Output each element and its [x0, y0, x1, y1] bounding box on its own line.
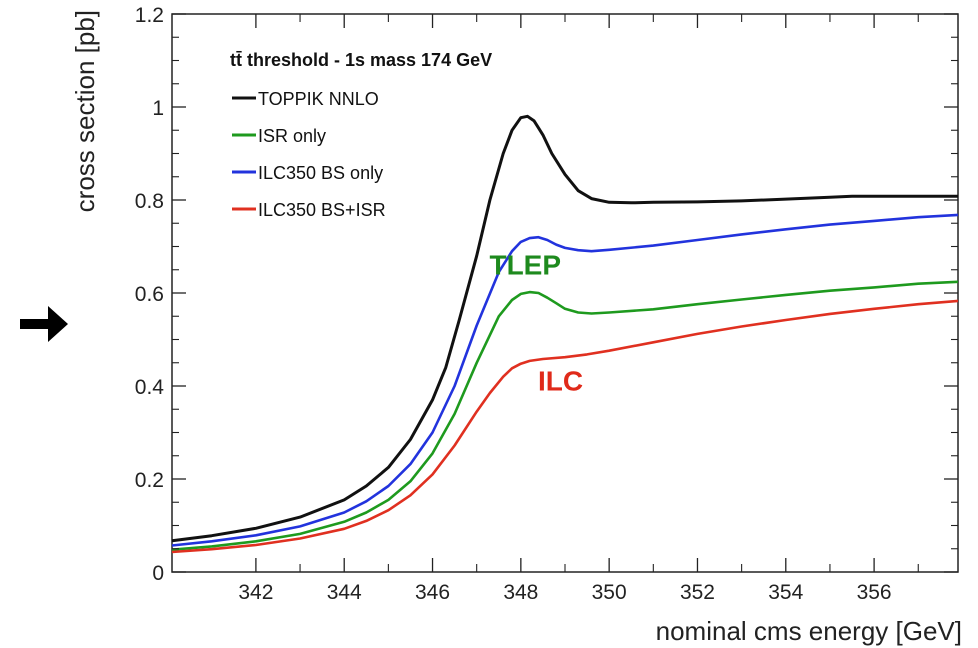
series-line-toppik-nnlo: [171, 114, 958, 543]
legend-entry-label: TOPPIK NNLO: [258, 89, 379, 109]
series-line-ilc350-bs-only: [171, 213, 959, 547]
x-tick-label: 344: [327, 581, 362, 604]
legend-entry-label: ISR only: [258, 126, 326, 146]
y-tick-label: 0.2: [135, 469, 164, 492]
ticks-layer: 342 344 346 348 350 352 354 356 0 0.2 0.4 0.6 0.8 1 1.…: [135, 4, 958, 604]
annotations: TLEP ILC: [489, 249, 583, 396]
x-tick-label: 354: [768, 581, 803, 604]
x-tick-label: 348: [503, 581, 538, 604]
y-axis-title: cross section [pb]: [70, 10, 100, 212]
x-tick-label: 352: [680, 581, 715, 604]
y-tick-label: 0.6: [135, 283, 164, 306]
arrow-right-icon: [20, 306, 68, 342]
legend-entry-label: ILC350 BS only: [258, 163, 383, 183]
y-tick-label: 1.2: [135, 4, 164, 27]
series-line-isr-only: [171, 280, 959, 551]
annotation-tlep: TLEP: [489, 249, 561, 280]
y-tick-label: 0: [152, 562, 164, 585]
annotation-ilc: ILC: [538, 366, 583, 397]
x-tick-label: 342: [238, 581, 273, 604]
series-layer: [171, 114, 959, 554]
legend: tt̄ threshold - 1s mass 174 GeV TOPPIK N…: [230, 50, 492, 220]
y-tick-label: 1: [152, 97, 164, 120]
y-tick-label: 0.8: [135, 190, 164, 213]
legend-entry-label: ILC350 BS+ISR: [258, 200, 386, 220]
x-tick-label: 356: [857, 581, 892, 604]
x-tick-label: 350: [592, 581, 627, 604]
legend-title: tt̄ threshold - 1s mass 174 GeV: [230, 50, 492, 70]
x-axis-title: nominal cms energy [GeV]: [656, 616, 962, 646]
y-tick-label: 0.4: [135, 376, 165, 399]
series-line-ilc350-bs-isr: [171, 299, 959, 554]
x-tick-label: 346: [415, 581, 450, 604]
